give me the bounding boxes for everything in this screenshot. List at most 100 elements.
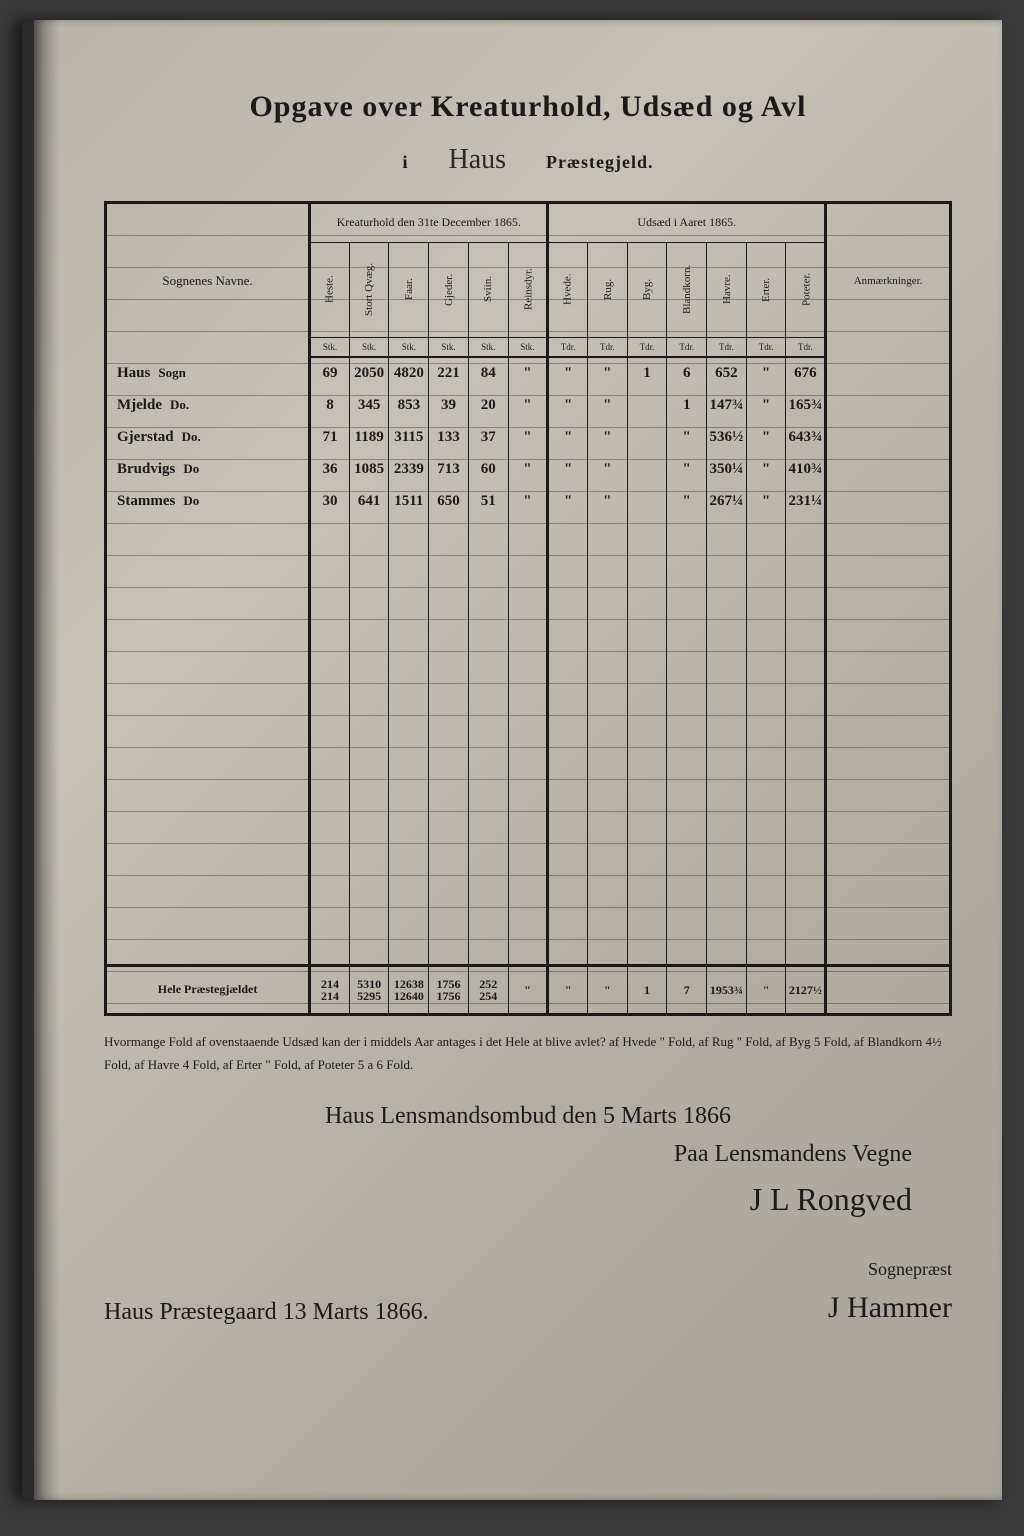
row-name: MjeldeDo. xyxy=(106,389,310,421)
data-cell: 267¼ xyxy=(707,485,747,517)
blank-row xyxy=(106,741,951,773)
footer-question: Hvormange Fold af ovenstaaende Udsæd kan… xyxy=(104,1030,952,1077)
blank-row xyxy=(106,933,951,965)
total-cell: 2127½ xyxy=(786,965,826,1013)
col-erter: Erter. xyxy=(746,242,786,337)
data-cell: " xyxy=(588,421,628,453)
unit: Tdr. xyxy=(667,337,707,357)
unit: Stk. xyxy=(389,337,429,357)
unit: Tdr. xyxy=(707,337,747,357)
col-reinsdyr: Reinsdyr. xyxy=(508,242,548,337)
data-cell: " xyxy=(667,453,707,485)
data-cell: 36 xyxy=(310,453,350,485)
signature-block-2: Haus Præstegaard 13 Marts 1866. Sognepræ… xyxy=(104,1255,952,1332)
unit: Tdr. xyxy=(588,337,628,357)
data-cell xyxy=(627,421,667,453)
data-cell: " xyxy=(667,421,707,453)
data-cell: 643¾ xyxy=(786,421,826,453)
table-row: StammesDo30641151165051""""267¼"231¼ xyxy=(106,485,951,517)
data-cell: 676 xyxy=(786,357,826,389)
data-cell: 30 xyxy=(310,485,350,517)
sig2-place: Haus Præstegaard 13 Marts 1866. xyxy=(104,1293,429,1331)
data-cell xyxy=(627,389,667,421)
total-body: Hele Præstegjældet 214214 53105295 12638… xyxy=(106,965,951,1013)
row-name: HausSogn xyxy=(106,357,310,389)
data-cell: 1 xyxy=(627,357,667,389)
table-row: MjeldeDo.83458533920"""1147¾"165¾ xyxy=(106,389,951,421)
data-cell: " xyxy=(588,357,628,389)
blank-row xyxy=(106,837,951,869)
data-cell: 84 xyxy=(468,357,508,389)
blank-row xyxy=(106,549,951,581)
data-table-container: Sognenes Navne. Kreaturhold den 31te Dec… xyxy=(104,201,952,1016)
data-cell xyxy=(627,485,667,517)
data-cell: 165¾ xyxy=(786,389,826,421)
data-cell: 4820 xyxy=(389,357,429,389)
data-cell: 221 xyxy=(429,357,469,389)
data-cell: " xyxy=(548,421,588,453)
data-cell: " xyxy=(746,453,786,485)
sig1-line1: Haus Lensmandsombud den 5 Marts 1866 xyxy=(104,1097,952,1135)
col-blandkorn: Blandkorn. xyxy=(667,242,707,337)
table-row: GjerstadDo.711189311513337""""536½"643¾ xyxy=(106,421,951,453)
data-cell: " xyxy=(588,485,628,517)
data-cell: 60 xyxy=(468,453,508,485)
col-gjeder: Gjeder. xyxy=(429,242,469,337)
data-cell: " xyxy=(548,485,588,517)
data-cell: 51 xyxy=(468,485,508,517)
data-cell: " xyxy=(508,389,548,421)
data-rows: HausSogn692050482022184"""16652"676Mjeld… xyxy=(106,357,951,517)
row-name: BrudvigsDo xyxy=(106,453,310,485)
page-title: Opgave over Kreaturhold, Udsæd og Avl xyxy=(104,90,952,124)
total-cell: 53105295 xyxy=(349,965,389,1013)
col-qvaeg: Stort Qvæg. xyxy=(349,242,389,337)
total-cell: " xyxy=(508,965,548,1013)
data-cell: " xyxy=(548,453,588,485)
data-cell: " xyxy=(746,485,786,517)
subtitle-prefix: i xyxy=(402,152,408,173)
data-cell: 350¼ xyxy=(707,453,747,485)
col-byg: Byg. xyxy=(627,242,667,337)
data-cell: " xyxy=(746,357,786,389)
data-cell: 71 xyxy=(310,421,350,453)
data-cell: " xyxy=(667,485,707,517)
data-cell: 6 xyxy=(667,357,707,389)
unit: Tdr. xyxy=(548,337,588,357)
total-cell: " xyxy=(548,965,588,1013)
subtitle-suffix: Præstegjeld. xyxy=(546,152,653,173)
total-cell: " xyxy=(588,965,628,1013)
unit: Tdr. xyxy=(627,337,667,357)
total-label: Hele Præstegjældet xyxy=(106,965,310,1013)
anm-cell xyxy=(826,357,951,389)
total-cell: 252254 xyxy=(468,965,508,1013)
total-cell: " xyxy=(746,965,786,1013)
col-poteter: Poteter. xyxy=(786,242,826,337)
unit: Tdr. xyxy=(786,337,826,357)
data-cell: 1085 xyxy=(349,453,389,485)
census-form-page: Opgave over Kreaturhold, Udsæd og Avl i … xyxy=(22,20,1002,1500)
data-cell: 8 xyxy=(310,389,350,421)
col-group-udsaed: Udsæd i Aaret 1865. xyxy=(548,204,826,242)
data-cell: " xyxy=(508,421,548,453)
blank-row xyxy=(106,581,951,613)
blank-row xyxy=(106,805,951,837)
total-cell: 1263812640 xyxy=(389,965,429,1013)
blank-row xyxy=(106,645,951,677)
data-cell: 231¼ xyxy=(786,485,826,517)
data-cell: 2339 xyxy=(389,453,429,485)
sig1-line2: Paa Lensmandens Vegne xyxy=(104,1135,952,1173)
data-cell: 1511 xyxy=(389,485,429,517)
anm-cell xyxy=(826,485,951,517)
data-cell: 69 xyxy=(310,357,350,389)
signature-block-1: Haus Lensmandsombud den 5 Marts 1866 Paa… xyxy=(104,1097,952,1225)
data-cell: 37 xyxy=(468,421,508,453)
data-cell: 20 xyxy=(468,389,508,421)
unit: Stk. xyxy=(429,337,469,357)
blank-row xyxy=(106,517,951,549)
data-cell: 39 xyxy=(429,389,469,421)
data-cell: 536½ xyxy=(707,421,747,453)
data-cell: " xyxy=(588,453,628,485)
col-group-kreatur: Kreaturhold den 31te December 1865. xyxy=(310,204,548,242)
total-cell: 214214 xyxy=(310,965,350,1013)
data-cell: 410¾ xyxy=(786,453,826,485)
